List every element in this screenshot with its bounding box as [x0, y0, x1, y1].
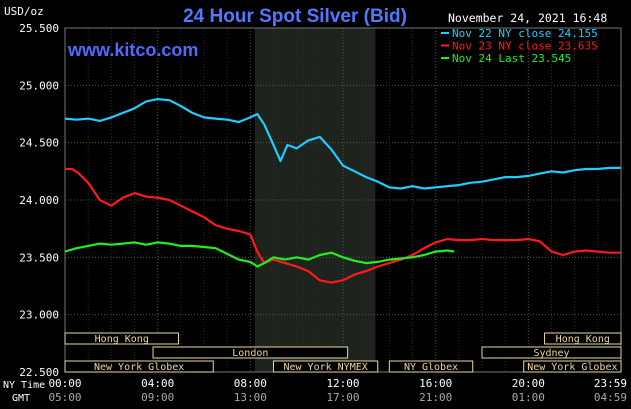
gmt-tick-label: 13:00 — [234, 391, 267, 404]
series-line-0 — [64, 97, 621, 190]
legend-entry: Nov 22 NY close 24.155 — [452, 27, 598, 40]
market-bar — [388, 360, 474, 373]
chart-title: 24 Hour Spot Silver (Bid) — [183, 6, 407, 27]
y-tick-label: 25.000 — [19, 79, 59, 92]
timestamp: November 24, 2021 16:48 — [448, 11, 607, 25]
x-tick-label: 20:00 — [512, 377, 545, 390]
gmt-label: GMT — [12, 393, 30, 404]
y-tick-label: 23.500 — [19, 251, 59, 264]
series-line-1 — [65, 167, 621, 284]
gmt-tick-label: 05:00 — [48, 391, 81, 404]
market-bar — [523, 360, 622, 373]
gmt-tick-label: 01:00 — [512, 391, 545, 404]
unit-label: USD/oz — [4, 5, 44, 18]
market-label: Hong Kong — [95, 334, 149, 345]
y-tick-label: 24.000 — [19, 194, 59, 207]
market-bar — [273, 360, 379, 373]
x-tick-label: 23:59 — [594, 377, 627, 390]
gmt-tick-label: 17:00 — [326, 391, 359, 404]
x-tick-label: 00:00 — [48, 377, 81, 390]
market-bar — [481, 346, 622, 359]
y-tick-label: 22.500 — [19, 366, 59, 379]
y-tick-label: 25.500 — [19, 22, 59, 35]
gmt-tick-label: 21:00 — [419, 391, 452, 404]
market-bar — [544, 332, 622, 345]
y-tick-label: 24.500 — [19, 137, 59, 150]
market-label: New York Globex — [527, 362, 617, 373]
x-tick-label: 08:00 — [234, 377, 267, 390]
series-line-2 — [64, 241, 455, 268]
gmt-tick-label: 04:59 — [594, 391, 627, 404]
gmt-tick-label: 09:00 — [141, 391, 174, 404]
market-label: NY Globex — [404, 362, 458, 373]
legend-entry: Nov 23 NY close 23.635 — [452, 40, 598, 53]
legend-entry: Nov 24 Last 23.545 — [452, 52, 571, 65]
market-label: New York Globex — [94, 362, 184, 373]
market-bar — [64, 332, 180, 345]
market-label: London — [232, 348, 268, 359]
market-label: Hong Kong — [556, 334, 610, 345]
market-bar — [152, 346, 349, 359]
watermark: www.kitco.com — [67, 40, 198, 60]
x-tick-label: 12:00 — [326, 377, 359, 390]
ny-time-label: NY Time — [3, 380, 45, 391]
market-label: Sydney — [533, 348, 569, 359]
market-label: New York NYMEX — [283, 362, 367, 373]
y-tick-label: 23.000 — [19, 309, 59, 322]
x-tick-label: 16:00 — [419, 377, 452, 390]
market-bar — [64, 360, 214, 373]
x-tick-label: 04:00 — [141, 377, 174, 390]
